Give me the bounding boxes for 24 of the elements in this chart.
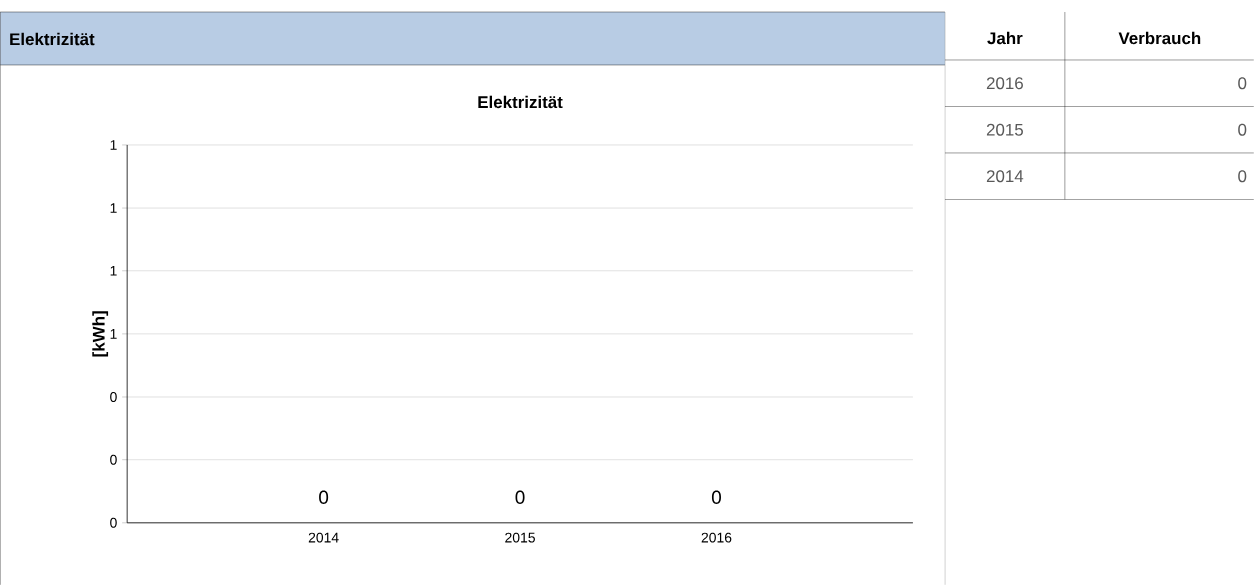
y-axis-title: [kWh]: [92, 311, 109, 357]
data-label: 0: [711, 490, 721, 504]
y-tick-label: 1: [110, 203, 117, 213]
text: 0: [1238, 77, 1247, 90]
x-tick-label: 2016: [701, 532, 732, 543]
chart-title: Elektrizität: [478, 95, 563, 109]
data-label: 0: [515, 490, 525, 504]
category-label: 2014: [986, 170, 1024, 183]
y-tick-label: 0: [110, 454, 117, 465]
category-label: 2015: [986, 123, 1023, 136]
text: Elektrizität: [10, 32, 95, 46]
text: 0: [1238, 123, 1247, 136]
text: Verbrauch: [1118, 31, 1201, 45]
x-tick-label: 2014: [308, 532, 339, 543]
text: Jahr: [987, 31, 1023, 45]
y-tick-label: 0: [110, 392, 117, 402]
y-tick-label: 0: [110, 517, 117, 528]
y-tick-label: 1: [110, 140, 117, 150]
y-tick-label: 1: [110, 329, 117, 339]
y-tick-label: 1: [110, 265, 117, 276]
category-label: 2016: [986, 77, 1023, 90]
text: 0: [1238, 170, 1247, 183]
data-label: 0: [319, 490, 329, 504]
x-tick-label: 2015: [505, 532, 535, 543]
